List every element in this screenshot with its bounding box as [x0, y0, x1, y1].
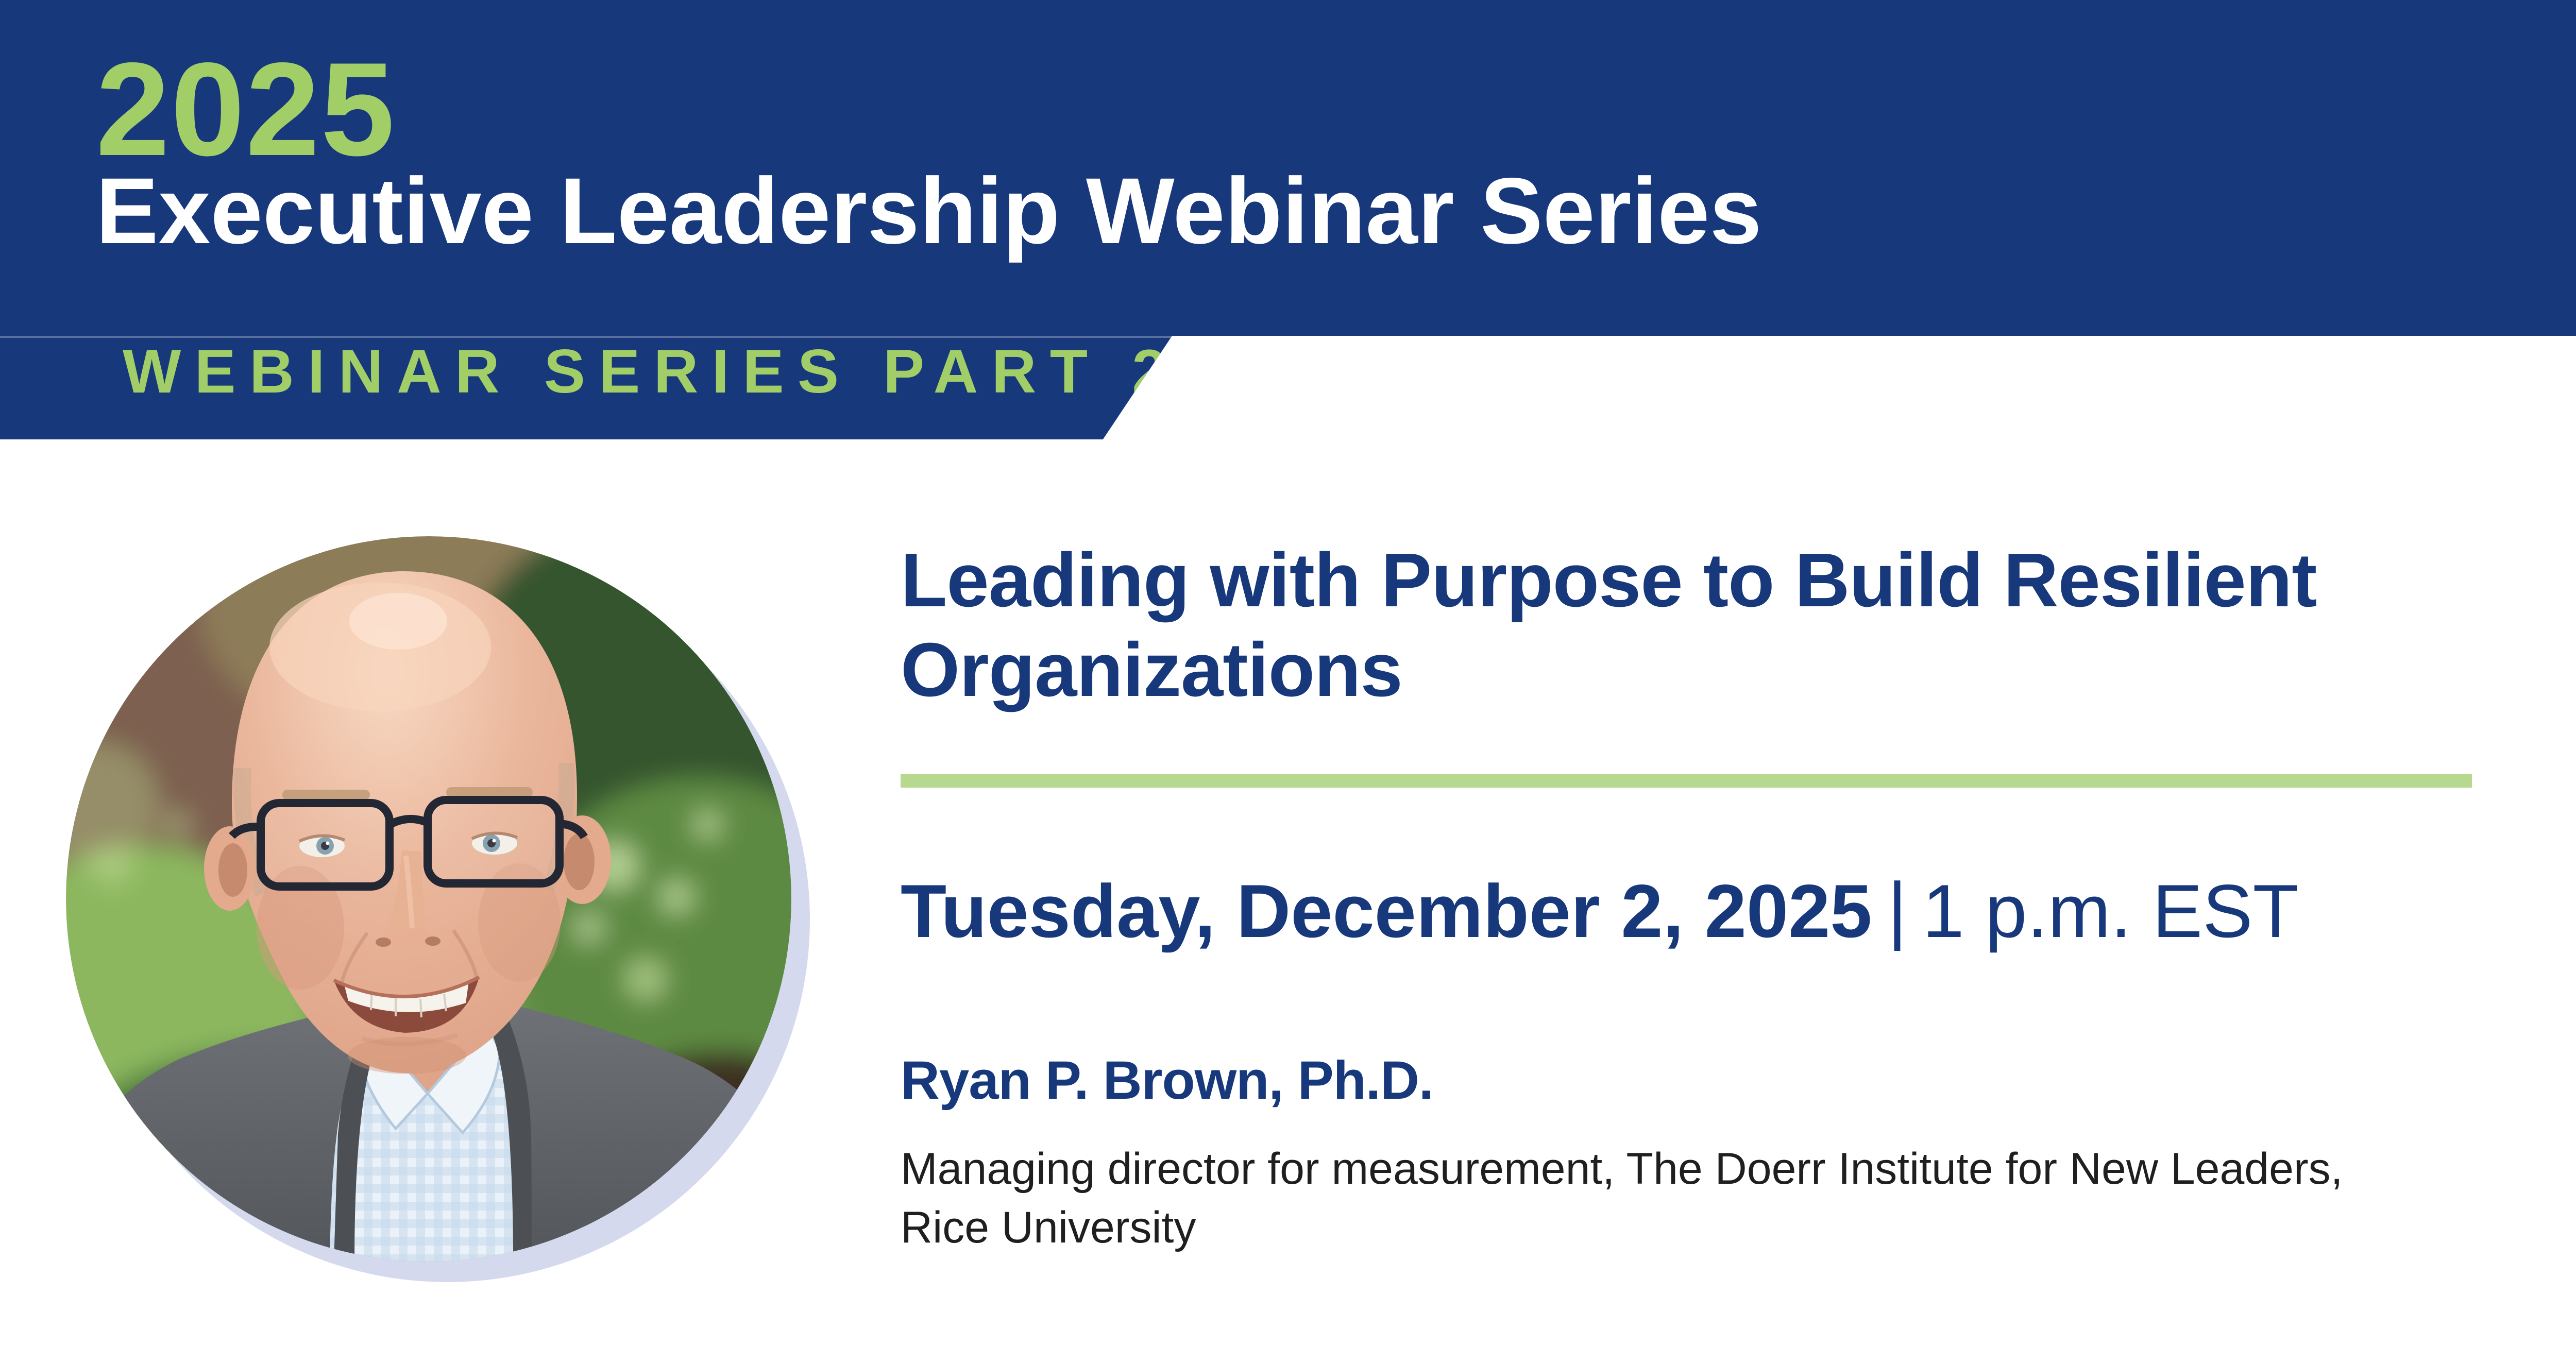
date-time-separator: |: [1887, 867, 1907, 951]
talk-title-line2: Organizations: [901, 627, 1403, 712]
series-title: Executive Leadership Webinar Series: [96, 158, 1762, 263]
part-ribbon-label: WEBINAR SERIES PART 2: [123, 337, 1180, 406]
part-ribbon: WEBINAR SERIES PART 2: [0, 336, 1172, 439]
talk-title-line1: Leading with Purpose to Build Resilient: [901, 538, 2317, 623]
talk-title: Leading with Purpose to Build Resilient …: [901, 536, 2317, 715]
speaker-name: Ryan P. Brown, Ph.D.: [901, 1050, 1434, 1111]
speaker-portrait-illustration: [66, 536, 791, 1262]
session-date: Tuesday, December 2, 2025: [901, 869, 1872, 953]
session-datetime: Tuesday, December 2, 2025 | 1 p.m. EST: [901, 872, 2299, 949]
speaker-role-line2: Rice University: [901, 1203, 1196, 1252]
banner-year: 2025: [96, 35, 396, 183]
speaker-role-line1: Managing director for measurement, The D…: [901, 1144, 2343, 1194]
divider-line: [901, 774, 2472, 788]
banner: 2025 Executive Leadership Webinar Series: [0, 0, 2576, 336]
session-time: 1 p.m. EST: [1922, 869, 2299, 953]
speaker-role: Managing director for measurement, The D…: [901, 1139, 2343, 1257]
speaker-photo: [66, 536, 791, 1262]
